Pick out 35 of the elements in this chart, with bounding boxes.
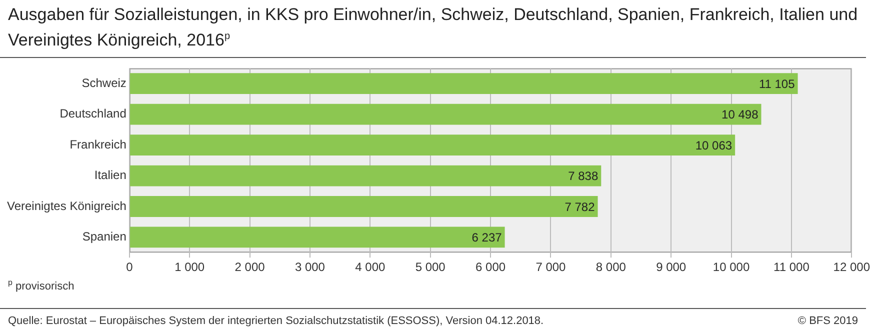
y-tick-label: Frankreich [70, 137, 126, 151]
data-label: 7 838 [568, 168, 598, 183]
x-tick-label: 6 000 [476, 260, 506, 274]
x-tick-label: 2 000 [234, 260, 266, 274]
bar [130, 134, 736, 156]
bar [130, 104, 762, 124]
bar [130, 226, 505, 248]
x-tick-label: 12 000 [833, 260, 870, 274]
bar [130, 164, 602, 186]
x-tick-label: 7 000 [536, 260, 566, 274]
x-tick-label: 0 [126, 260, 134, 274]
y-tick-label: Spanien [82, 229, 126, 244]
bar [130, 196, 598, 217]
data-label: 10 498 [722, 107, 759, 122]
x-tick-label: 9 000 [656, 260, 686, 274]
bar [130, 72, 798, 94]
x-tick-label: 11 000 [774, 260, 810, 274]
x-tick-label: 4 000 [355, 260, 386, 274]
x-tick-label: 10 000 [712, 260, 750, 274]
data-label: 10 063 [695, 138, 732, 152]
y-tick-label: Schweiz [82, 76, 126, 90]
source-note: Quelle: Eurostat – Europäisches System der integrierten Sozialschutzstatistik (ESSOSS), Version 04.12.2018. [8, 314, 544, 327]
data-label: 6 237 [472, 230, 502, 244]
chart-title: Ausgaben für Sozialleistungen, in KKS pro Einwohner/in, Schweiz, Deutschland, Spanien, Frankreich, Italien und Vereinigtes Königreich, 2016$^{p}$ [0, 0, 866, 58]
data-label: 7 782 [564, 199, 596, 214]
x-tick-label: 3 000 [294, 260, 326, 274]
x-tick-label: 8 000 [596, 260, 626, 274]
text: $^{p}$ provisorisch [7, 278, 76, 294]
y-tick-label: Deutschland [60, 106, 126, 120]
y-tick-label: Italien [94, 168, 126, 182]
y-tick-label: Vereinigtes Königreich [6, 198, 126, 212]
x-tick-label: 1 000 [174, 260, 205, 274]
x-tick-label: 5 000 [415, 260, 446, 274]
text: © BFS 2019 [798, 314, 858, 327]
data-label: 11 105 [758, 76, 796, 91]
